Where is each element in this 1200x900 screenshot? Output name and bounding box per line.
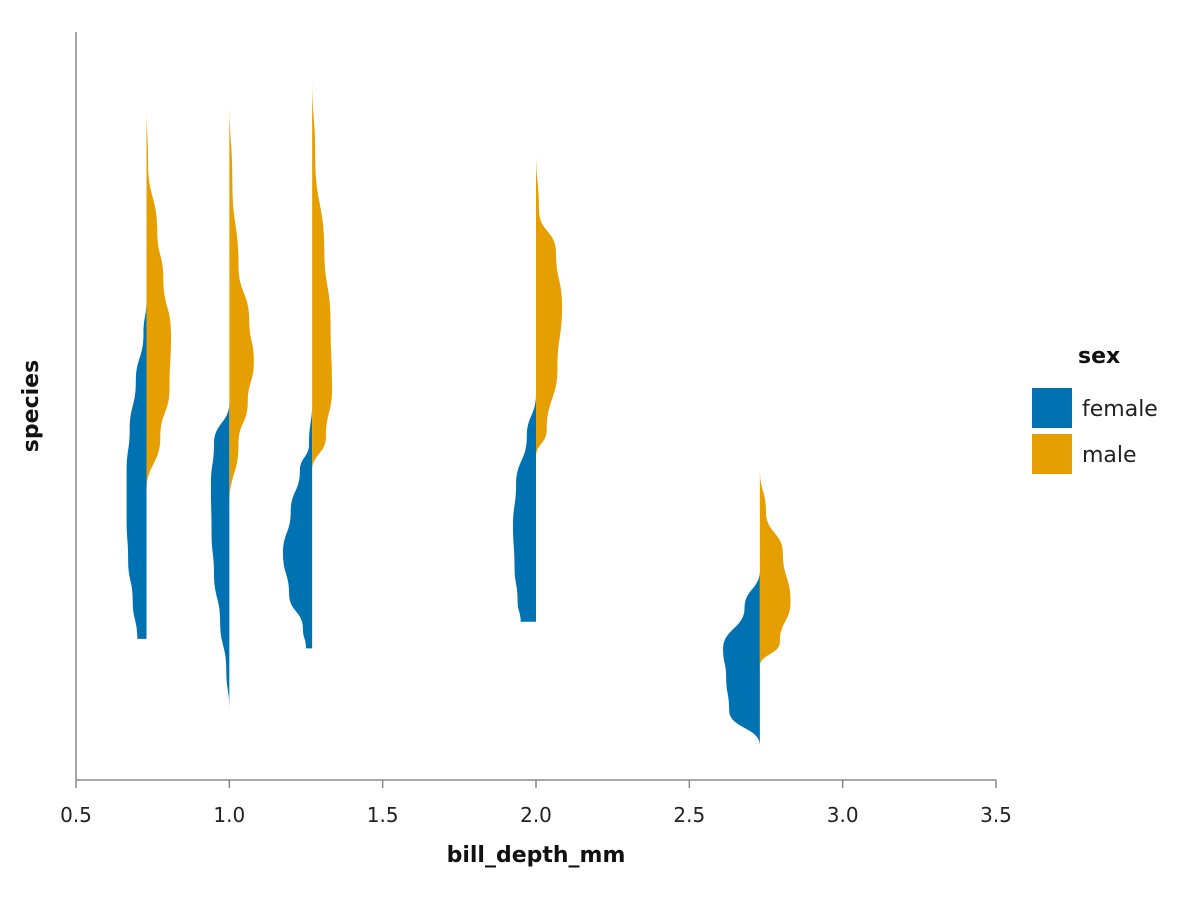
y-axis-title: species [19, 360, 44, 452]
x-tick-label: 2.0 [520, 803, 552, 827]
x-ticks-layer: 0.5 1.0 1.5 2.0 2.5 3.0 3.5 [60, 780, 1012, 827]
legend-title: sex [1078, 344, 1120, 369]
x-tick-label: 1.0 [213, 803, 245, 827]
violin-5-male [759, 469, 791, 667]
violin-1-male [146, 105, 172, 492]
violin-2-female [210, 402, 230, 710]
violin-4-male [536, 151, 563, 458]
x-tick-label: 3.0 [827, 803, 859, 827]
legend-label-male: male [1082, 443, 1137, 468]
legend: sex female male [1032, 344, 1158, 474]
x-tick-label: 1.5 [367, 803, 399, 827]
violins-layer [126, 77, 791, 745]
x-tick-label: 0.5 [60, 803, 92, 827]
x-axis-title: bill_depth_mm [447, 843, 626, 868]
legend-swatch-male [1032, 434, 1072, 474]
violin-3-female [283, 402, 313, 649]
violin-5-female [723, 570, 760, 745]
legend-swatch-female [1032, 388, 1072, 428]
violin-3-male [312, 77, 333, 471]
legend-label-female: female [1082, 397, 1158, 422]
violin-2-male [229, 99, 254, 506]
x-tick-label: 3.5 [980, 803, 1012, 827]
violin-1-female [126, 299, 147, 639]
violin-4-female [513, 394, 536, 622]
x-tick-label: 2.5 [673, 803, 705, 827]
